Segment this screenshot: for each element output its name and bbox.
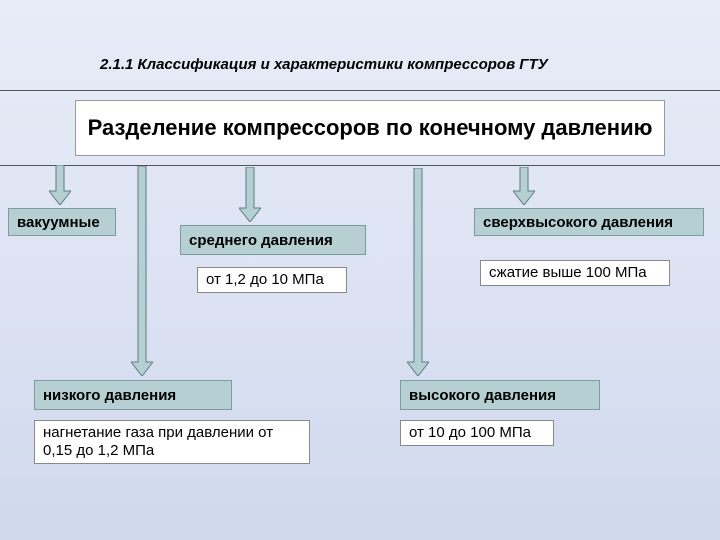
title-divider	[0, 165, 720, 166]
category-ultrahigh-pressure: сверхвысокого давления	[474, 208, 704, 236]
category-label: низкого давления	[43, 387, 176, 404]
description-high-pressure: от 10 до 100 МПа	[400, 420, 554, 446]
category-high-pressure: высокого давления	[400, 380, 600, 410]
category-medium-pressure: среднего давления	[180, 225, 366, 255]
main-title-box: Разделение компрессоров по конечному дав…	[75, 100, 665, 156]
arrow-down-icon	[407, 168, 429, 376]
category-label: сверхвысокого давления	[483, 214, 673, 231]
description-text: сжатие выше 100 МПа	[489, 264, 647, 282]
description-text: от 10 до 100 МПа	[409, 424, 531, 442]
title-underline	[0, 90, 720, 91]
description-ultrahigh-pressure: сжатие выше 100 МПа	[480, 260, 670, 286]
category-vacuum: вакуумные	[8, 208, 116, 236]
arrow-down-icon	[131, 166, 153, 376]
arrow-down-icon	[239, 167, 261, 222]
category-low-pressure: низкого давления	[34, 380, 232, 410]
description-text: от 1,2 до 10 МПа	[206, 271, 324, 289]
category-label: высокого давления	[409, 387, 556, 404]
category-label: среднего давления	[189, 232, 333, 249]
description-text: нагнетание газа при давлении от 0,15 до …	[43, 424, 301, 460]
category-label: вакуумные	[17, 214, 100, 231]
description-medium-pressure: от 1,2 до 10 МПа	[197, 267, 347, 293]
section-title: 2.1.1 Классификация и характеристики ком…	[100, 56, 548, 73]
main-title-text: Разделение компрессоров по конечному дав…	[88, 115, 653, 141]
arrow-down-icon	[49, 165, 71, 205]
description-low-pressure: нагнетание газа при давлении от 0,15 до …	[34, 420, 310, 464]
arrow-down-icon	[513, 167, 535, 205]
